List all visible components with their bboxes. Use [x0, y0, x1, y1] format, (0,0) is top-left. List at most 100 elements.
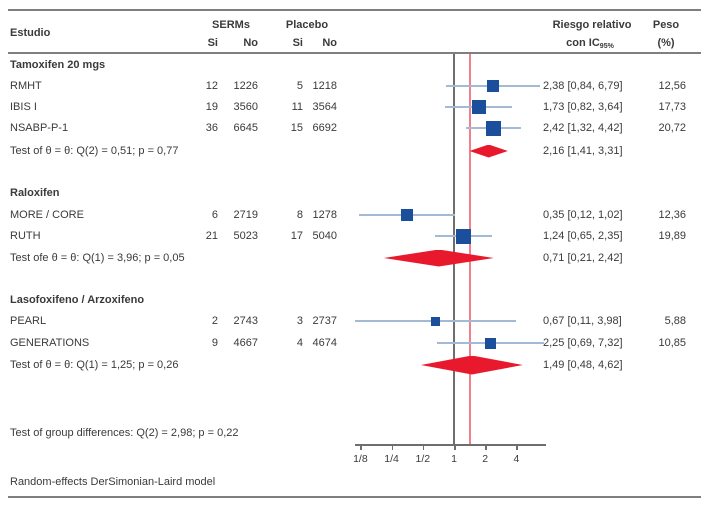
header-rule [8, 52, 701, 54]
column-header-placebo-si: Si [292, 37, 303, 49]
x-axis-tick [422, 444, 425, 450]
heterogeneity-test-label: Test of θ = θ: Q(2) = 0,51; p = 0,77 [10, 145, 179, 157]
serms-no-value: 4667 [233, 337, 258, 349]
placebo-no-value: 1218 [312, 80, 337, 92]
x-axis-tick-label: 2 [482, 453, 489, 465]
placebo-si-value: 8 [296, 209, 303, 221]
column-header-serms-si: Si [207, 37, 218, 49]
placebo-si-value: 15 [290, 122, 303, 134]
column-header-peso: Peso [652, 19, 680, 31]
serms-si-value: 21 [205, 230, 218, 242]
rr-ci-label: 2,25 [0,69, 7,32] [543, 337, 623, 349]
x-axis-tick-label: 1 [451, 453, 457, 465]
weight-value: 17,73 [658, 101, 686, 113]
model-note: Random-effects DerSimonian-Laird model [10, 476, 216, 488]
study-label: NSABP-P-1 [10, 122, 69, 134]
placebo-no-value: 5040 [312, 230, 337, 242]
placebo-no-value: 4674 [312, 337, 337, 349]
pooled-rr-ci-label: 0,71 [0,21, 2,42] [543, 252, 623, 264]
bottom-rule [8, 496, 701, 498]
effect-square [487, 80, 500, 92]
effect-square [485, 337, 496, 349]
effect-square [471, 100, 486, 114]
group-label: Lasofoxifeno / Arzoxifeno [10, 294, 145, 306]
placebo-no-value: 3564 [312, 101, 337, 113]
x-axis-tick [516, 444, 518, 450]
rr-ci-label: 0,67 [0,11, 3,98] [543, 315, 622, 327]
serms-si-value: 2 [211, 315, 218, 327]
column-header-riesgo-relativo: Riesgo relativo [552, 19, 632, 31]
column-header-serms: SERMs [212, 19, 250, 31]
placebo-si-value: 17 [290, 230, 303, 242]
rr-ci-label: 2,42 [1,32, 4,42] [543, 122, 623, 134]
rr-ci-label: 0,35 [0,12, 1,02] [543, 209, 623, 221]
group-label: Tamoxifen 20 mgs [10, 59, 106, 71]
pooled-diamond [420, 355, 523, 375]
placebo-no-value: 6692 [312, 122, 337, 134]
con-ic-text: con IC [566, 37, 600, 49]
serms-si-value: 19 [205, 101, 218, 113]
serms-no-value: 2719 [233, 209, 258, 221]
placebo-si-value: 5 [296, 80, 303, 92]
x-axis-tick [360, 444, 362, 450]
group-label: Raloxifen [10, 187, 60, 199]
placebo-no-value: 2737 [312, 315, 337, 327]
serms-no-value: 1226 [233, 80, 258, 92]
serms-no-value: 5023 [233, 230, 258, 242]
x-axis-tick-label: 4 [513, 453, 520, 465]
weight-value: 12,56 [658, 80, 686, 92]
study-label: IBIS I [10, 101, 37, 113]
serms-si-value: 9 [211, 337, 218, 349]
effect-square [431, 316, 441, 326]
placebo-si-value: 4 [296, 337, 303, 349]
column-header-con-ic: con IC95% [566, 35, 614, 51]
weight-value: 20,72 [658, 122, 686, 134]
pooled-rr-ci-label: 1,49 [0,48, 4,62] [543, 359, 623, 371]
group-differences-test-label: Test of group differences: Q(2) = 2,98; … [10, 427, 239, 439]
weight-value: 5,88 [664, 315, 686, 327]
x-axis-tick-label: 1/8 [353, 453, 368, 465]
rr-ci-label: 2,38 [0,84, 6,79] [543, 80, 623, 92]
placebo-si-value: 3 [296, 315, 303, 327]
rr-ci-label: 1,24 [0,65, 2,35] [543, 230, 623, 242]
study-label: MORE / CORE [10, 209, 84, 221]
column-header-estudio: Estudio [10, 27, 51, 39]
placebo-si-value: 11 [291, 101, 303, 113]
overall-estimate-line [469, 54, 471, 444]
serms-no-value: 3560 [233, 101, 258, 113]
column-header-placebo-no: No [322, 37, 337, 49]
x-axis-tick [454, 444, 456, 450]
x-axis-line [355, 444, 546, 446]
null-reference-line [453, 54, 455, 444]
top-rule [8, 9, 701, 11]
column-header-placebo: Placebo [285, 19, 329, 31]
study-label: PEARL [10, 315, 47, 327]
x-axis-tick [485, 444, 487, 450]
heterogeneity-test-label: Test of θ = θ: Q(1) = 1,25; p = 0,26 [10, 359, 179, 371]
weight-value: 10,85 [658, 337, 686, 349]
study-label: GENERATIONS [10, 337, 90, 349]
x-axis-tick-label: 1/2 [415, 453, 431, 465]
pooled-diamond [383, 249, 494, 267]
column-header-serms-no: No [243, 37, 258, 49]
study-label: RUTH [10, 230, 41, 242]
weight-value: 12,36 [658, 209, 686, 221]
effect-square [400, 209, 413, 221]
effect-square [486, 120, 502, 136]
ic95-subscript: 95% [599, 43, 614, 50]
pooled-rr-ci-label: 2,16 [1,41, 3,31] [543, 145, 623, 157]
serms-no-value: 2743 [233, 315, 258, 327]
serms-no-value: 6645 [233, 122, 258, 134]
pooled-diamond [469, 144, 508, 158]
effect-square [456, 228, 472, 244]
serms-si-value: 36 [205, 122, 218, 134]
weight-value: 19,89 [658, 230, 686, 242]
study-label: RMHT [10, 80, 42, 92]
x-axis-tick [391, 444, 394, 450]
heterogeneity-test-label: Test ofe θ = θ: Q(1) = 3,96; p = 0,05 [10, 252, 185, 264]
x-axis-tick-label: 1/4 [384, 453, 399, 465]
rr-ci-label: 1,73 [0,82, 3,64] [543, 101, 623, 113]
serms-si-value: 6 [211, 209, 218, 221]
column-header-peso-pct: (%) [657, 37, 675, 49]
